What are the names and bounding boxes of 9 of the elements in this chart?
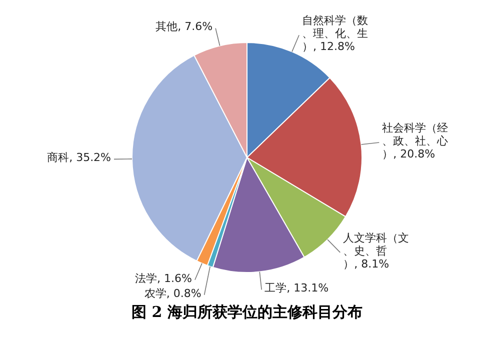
slice-label: 其他, 7.6% bbox=[156, 20, 213, 34]
text: 图 2 海归所获学位的主修科目分布 bbox=[130, 303, 364, 322]
slice-label: 人文学科（文、史、哲）, 8.1% bbox=[343, 231, 410, 270]
slice-label: 农学, 0.8% bbox=[144, 286, 202, 300]
slice-label: 工学, 13.1% bbox=[264, 282, 329, 295]
slice-label: 法学, 1.6% bbox=[134, 272, 192, 285]
slice-label: 自然科学（数、理、化、生）, 12.8% bbox=[302, 14, 368, 53]
slice-label: 商科, 35.2% bbox=[47, 151, 112, 164]
slice-label: 社会科学（经、政、社、心）, 20.8% bbox=[382, 121, 448, 160]
